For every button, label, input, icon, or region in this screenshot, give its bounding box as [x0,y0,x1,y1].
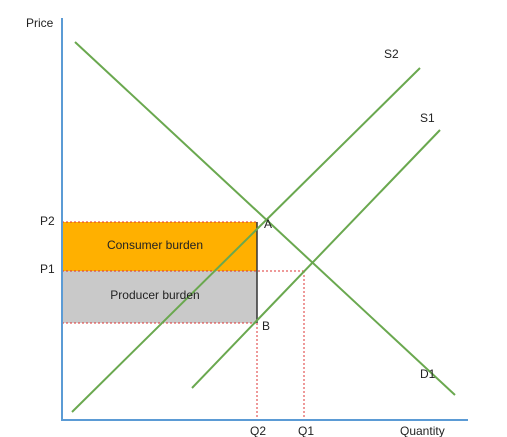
curve-label: D1 [420,367,436,381]
area-label: Consumer burden [107,238,203,252]
price-label: P2 [40,214,55,228]
curve-label: S1 [420,111,435,125]
point-label: A [264,217,272,231]
area-label: Producer burden [110,288,199,302]
y-axis-label: Price [26,16,54,30]
consumer-burden-area [62,222,257,271]
price-label: P1 [40,262,55,276]
quantity-label: Q1 [298,424,314,437]
curve-label: S2 [384,47,399,61]
supply-curve-s2 [71,67,421,413]
producer-burden-area [62,271,257,323]
demand-curve [74,41,456,396]
quantity-label: Q2 [250,424,266,437]
x-axis-label: Quantity [400,424,445,437]
supply-curve-s1 [191,129,441,389]
point-label: B [262,319,270,333]
